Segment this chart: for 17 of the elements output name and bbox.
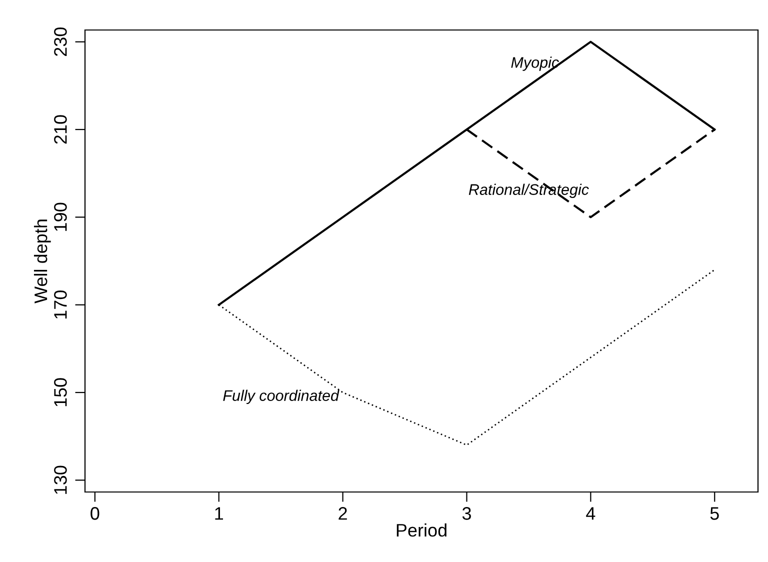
- y-tick-label: 210: [54, 115, 67, 144]
- x-tick-label: 5: [710, 507, 719, 520]
- x-tick-label: 1: [215, 507, 223, 520]
- y-tick-label: 150: [54, 378, 67, 406]
- y-tick-label: 230: [54, 27, 67, 56]
- series-label: Rational/Strategic: [468, 184, 589, 198]
- x-tick-label: 2: [338, 507, 347, 520]
- series-label: Myopic: [511, 56, 559, 71]
- x-axis-title: Period: [396, 523, 446, 537]
- y-tick-label: 170: [54, 290, 67, 319]
- x-tick-label: 4: [586, 507, 596, 520]
- y-tick-label: 190: [54, 202, 67, 231]
- y-axis-title: Well depth: [34, 220, 51, 304]
- x-tick-label: 3: [462, 507, 471, 520]
- y-tick-label: 130: [54, 466, 67, 494]
- x-tick-label: 0: [90, 507, 100, 520]
- series-label: Fully coordinated: [223, 390, 340, 404]
